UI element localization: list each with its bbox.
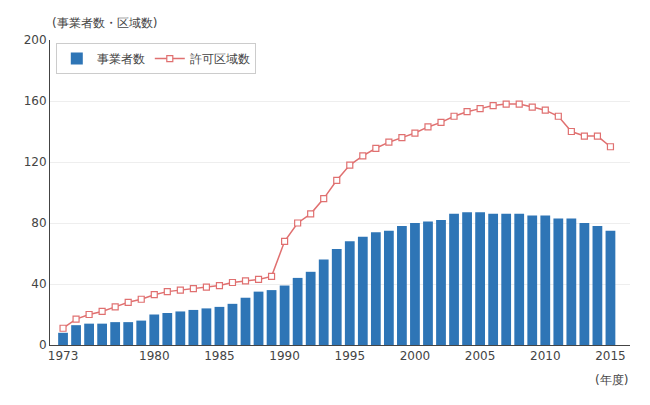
- svg-text:0: 0: [39, 338, 47, 352]
- svg-text:2015: 2015: [595, 349, 626, 363]
- svg-text:160: 160: [24, 94, 47, 108]
- svg-text:200: 200: [24, 33, 47, 47]
- svg-text:1980: 1980: [139, 349, 170, 363]
- svg-text:2005: 2005: [465, 349, 496, 363]
- svg-text:80: 80: [31, 216, 46, 230]
- svg-text:(年度): (年度): [595, 373, 628, 387]
- svg-text:事業者数: 事業者数: [97, 52, 145, 66]
- svg-text:120: 120: [24, 155, 47, 169]
- svg-text:2010: 2010: [530, 349, 561, 363]
- svg-text:40: 40: [31, 277, 46, 291]
- svg-text:1995: 1995: [335, 349, 366, 363]
- svg-text:1985: 1985: [204, 349, 235, 363]
- svg-text:許可区域数: 許可区域数: [190, 52, 250, 66]
- svg-text:1990: 1990: [269, 349, 300, 363]
- svg-text:1973: 1973: [48, 349, 79, 363]
- svg-text:2000: 2000: [400, 349, 431, 363]
- svg-text:(事業者数・区域数): (事業者数・区域数): [52, 16, 157, 30]
